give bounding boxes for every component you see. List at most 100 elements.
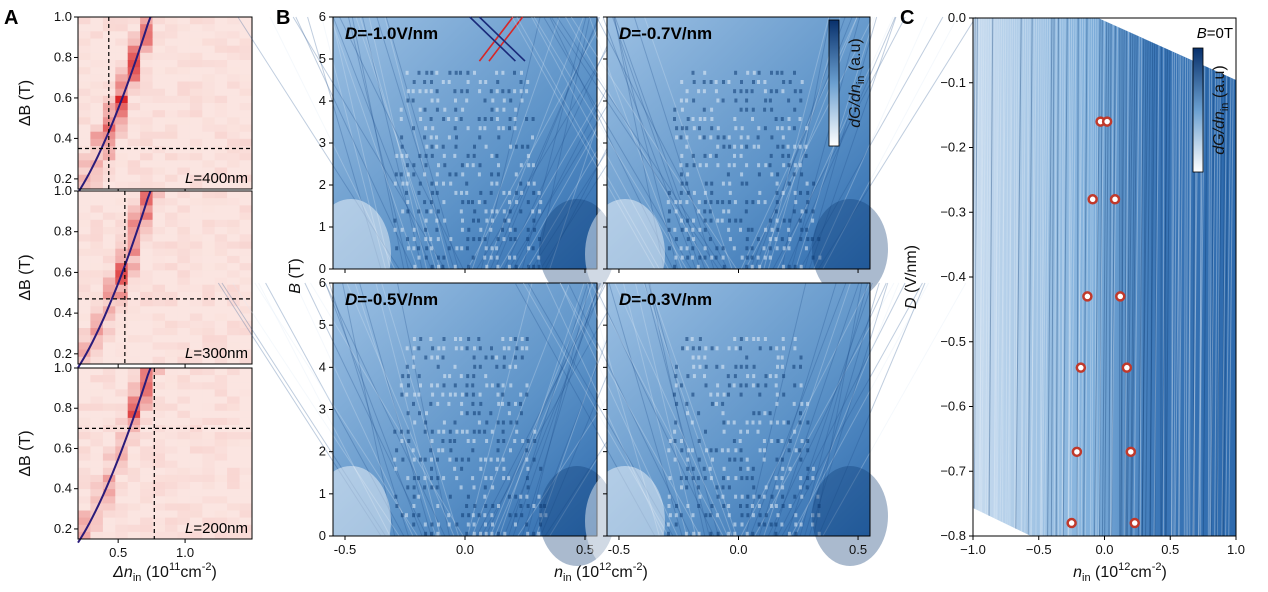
texture-cell <box>691 227 695 232</box>
texture-cell <box>794 200 798 205</box>
texture-cell <box>775 70 779 75</box>
heat-cell <box>202 219 216 228</box>
heat-cell <box>127 284 141 293</box>
heat-cell <box>127 496 141 504</box>
texture-cell <box>406 374 410 379</box>
texture-cell <box>501 70 505 75</box>
heat-cell <box>227 227 240 235</box>
heat-cell <box>214 146 228 154</box>
heat-cell <box>177 17 191 25</box>
texture-cell <box>526 466 530 471</box>
texture-cell <box>467 227 471 232</box>
texture-cell <box>673 227 677 232</box>
texture-cell <box>775 246 779 251</box>
texture-cell <box>395 246 399 251</box>
x-tick-label: 0.0 <box>1095 542 1113 557</box>
texture-cell <box>441 439 445 443</box>
vertical-stripe <box>978 18 985 536</box>
texture-cell <box>495 181 499 186</box>
heat-cell <box>202 313 216 322</box>
texture-cell <box>792 126 796 131</box>
heatmap-bg <box>607 283 870 536</box>
heat-cell <box>189 174 203 183</box>
heat-cell <box>115 335 129 343</box>
texture-cell <box>436 401 440 406</box>
texture-cell <box>454 70 458 75</box>
texture-cell <box>509 237 513 242</box>
texture-cell <box>727 163 731 168</box>
heat-cell <box>102 496 116 504</box>
heat-cell <box>214 335 228 343</box>
texture-cell <box>424 89 428 94</box>
texture-cell <box>774 504 778 508</box>
texture-cell <box>774 383 778 388</box>
vertical-stripe <box>1050 18 1055 536</box>
texture-cell <box>788 439 792 443</box>
texture-cell <box>752 70 756 75</box>
texture-cell <box>435 218 439 223</box>
vertical-stripe <box>1178 18 1184 536</box>
vertical-stripe <box>1094 18 1101 536</box>
heat-cell <box>140 453 153 462</box>
fan-stripe <box>521 16 587 270</box>
texture-cell <box>484 246 488 251</box>
texture-cell <box>675 401 679 406</box>
heat-cell <box>177 88 191 97</box>
heat-cell <box>127 417 141 426</box>
heat-cell <box>177 396 191 405</box>
texture-cell <box>479 190 483 195</box>
heat-cell <box>202 375 216 383</box>
heat-cell <box>214 382 228 390</box>
texture-cell <box>473 144 476 149</box>
texture-cell <box>495 255 499 260</box>
heat-cell <box>127 482 141 490</box>
texture-cell <box>496 448 500 453</box>
heat-cell <box>78 474 91 483</box>
texture-cell <box>690 420 694 425</box>
heat-cell <box>202 328 216 336</box>
heat-cell <box>115 503 129 511</box>
vertical-stripe <box>1057 18 1062 536</box>
heat-cell <box>227 52 240 61</box>
texture-cell <box>527 264 531 269</box>
texture-cell <box>425 70 429 75</box>
y-axis-label: ΔB (T) <box>17 254 34 300</box>
texture-cell <box>710 346 714 351</box>
fan-stripe <box>354 282 437 537</box>
heat-cell <box>227 524 240 533</box>
heat-cell <box>90 446 104 454</box>
texture-cell <box>405 190 408 195</box>
texture-cell <box>513 255 517 260</box>
texture-cell <box>537 190 541 195</box>
heat-cell <box>214 219 228 228</box>
heat-cell <box>214 81 228 90</box>
heat-cell <box>78 117 91 125</box>
texture-cell <box>716 218 720 223</box>
heat-cell <box>127 403 141 412</box>
texture-cell <box>788 80 792 84</box>
texture-cell <box>447 135 451 140</box>
texture-cell <box>811 255 815 260</box>
vertical-stripe <box>1005 18 1009 536</box>
heat-cell <box>90 291 104 300</box>
heat-cell <box>90 524 104 533</box>
heat-cell <box>90 349 104 358</box>
heat-cell <box>177 439 191 447</box>
texture-cell <box>751 531 755 536</box>
texture-cell <box>406 172 410 177</box>
heat-cell <box>227 181 240 190</box>
heat-cell <box>202 17 216 25</box>
texture-cell <box>484 144 488 149</box>
texture-cell <box>691 355 695 360</box>
heat-cell <box>177 212 191 221</box>
heat-cell <box>152 432 166 440</box>
heat-cell <box>202 474 216 483</box>
texture-cell <box>519 163 523 168</box>
heat-cell <box>152 453 166 462</box>
heat-cell <box>140 212 153 221</box>
texture-cell <box>430 181 434 186</box>
texture-cell <box>679 135 683 140</box>
y-tick-label: −0.4 <box>940 269 966 284</box>
texture-cell <box>490 429 494 434</box>
heat-cell <box>189 432 203 440</box>
